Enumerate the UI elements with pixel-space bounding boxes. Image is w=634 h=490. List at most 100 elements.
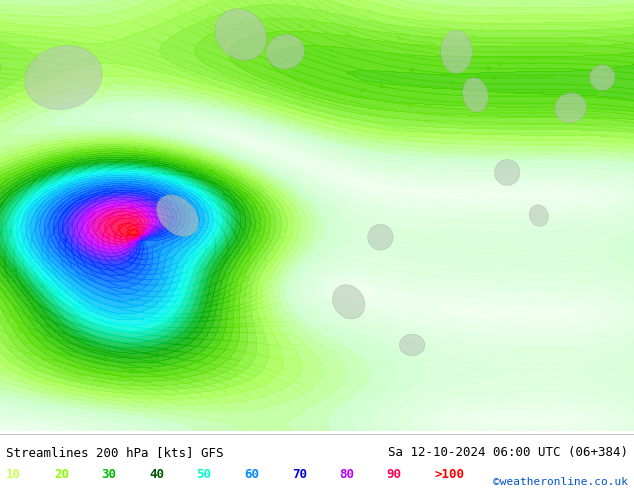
FancyArrowPatch shape: [347, 121, 352, 124]
FancyArrowPatch shape: [41, 145, 44, 149]
FancyArrowPatch shape: [359, 188, 365, 192]
FancyArrowPatch shape: [274, 277, 277, 281]
Text: 50: 50: [197, 468, 212, 481]
FancyArrowPatch shape: [103, 399, 108, 403]
FancyArrowPatch shape: [157, 353, 162, 357]
Text: Streamlines 200 hPa [kts] GFS: Streamlines 200 hPa [kts] GFS: [6, 446, 224, 459]
FancyArrowPatch shape: [489, 22, 495, 26]
FancyArrowPatch shape: [529, 126, 534, 130]
FancyArrowPatch shape: [162, 277, 167, 281]
FancyArrowPatch shape: [595, 0, 600, 4]
FancyArrowPatch shape: [20, 328, 23, 331]
FancyArrowPatch shape: [451, 81, 456, 85]
FancyArrowPatch shape: [395, 355, 400, 358]
FancyArrowPatch shape: [168, 257, 172, 261]
Text: 20: 20: [54, 468, 69, 481]
FancyArrowPatch shape: [452, 183, 457, 187]
FancyArrowPatch shape: [119, 374, 125, 378]
FancyArrowPatch shape: [32, 411, 37, 414]
FancyArrowPatch shape: [565, 228, 570, 232]
FancyArrowPatch shape: [538, 383, 542, 387]
FancyArrowPatch shape: [529, 111, 534, 115]
FancyArrowPatch shape: [306, 284, 309, 289]
FancyArrowPatch shape: [368, 371, 372, 375]
FancyArrowPatch shape: [63, 239, 68, 243]
FancyArrowPatch shape: [20, 124, 23, 128]
FancyArrowPatch shape: [278, 235, 282, 240]
Text: 40: 40: [149, 468, 164, 481]
FancyArrowPatch shape: [207, 13, 212, 17]
FancyArrowPatch shape: [249, 246, 252, 250]
FancyArrowPatch shape: [449, 348, 455, 352]
FancyArrowPatch shape: [426, 358, 432, 362]
FancyArrowPatch shape: [245, 392, 250, 396]
FancyArrowPatch shape: [504, 16, 509, 20]
FancyArrowPatch shape: [437, 351, 443, 355]
FancyArrowPatch shape: [512, 363, 517, 366]
FancyArrowPatch shape: [209, 397, 213, 401]
FancyArrowPatch shape: [207, 170, 212, 173]
FancyArrowPatch shape: [8, 149, 12, 153]
FancyArrowPatch shape: [170, 108, 174, 112]
FancyArrowPatch shape: [474, 301, 479, 305]
FancyArrowPatch shape: [349, 355, 353, 359]
FancyArrowPatch shape: [469, 198, 474, 202]
FancyArrowPatch shape: [54, 405, 60, 409]
FancyArrowPatch shape: [300, 382, 304, 386]
FancyArrowPatch shape: [524, 418, 529, 422]
FancyArrowPatch shape: [324, 291, 328, 295]
FancyArrowPatch shape: [46, 37, 51, 41]
FancyArrowPatch shape: [10, 229, 13, 233]
FancyArrowPatch shape: [439, 37, 444, 41]
FancyArrowPatch shape: [100, 384, 105, 387]
FancyArrowPatch shape: [368, 294, 372, 299]
FancyArrowPatch shape: [549, 200, 554, 204]
Ellipse shape: [529, 205, 548, 226]
FancyArrowPatch shape: [481, 28, 486, 32]
FancyArrowPatch shape: [356, 383, 360, 387]
FancyArrowPatch shape: [520, 7, 525, 11]
Text: >100: >100: [434, 468, 464, 481]
FancyArrowPatch shape: [40, 284, 44, 288]
FancyArrowPatch shape: [271, 160, 275, 164]
FancyArrowPatch shape: [493, 177, 498, 181]
FancyArrowPatch shape: [424, 237, 429, 241]
FancyArrowPatch shape: [550, 404, 555, 408]
FancyArrowPatch shape: [484, 309, 489, 313]
Ellipse shape: [332, 285, 365, 319]
FancyArrowPatch shape: [504, 319, 509, 322]
FancyArrowPatch shape: [162, 111, 165, 116]
Text: 70: 70: [292, 468, 307, 481]
FancyArrowPatch shape: [540, 296, 545, 300]
FancyArrowPatch shape: [540, 191, 545, 195]
FancyArrowPatch shape: [19, 147, 23, 152]
FancyArrowPatch shape: [604, 315, 607, 319]
FancyArrowPatch shape: [435, 305, 439, 310]
FancyArrowPatch shape: [82, 2, 87, 6]
FancyArrowPatch shape: [363, 129, 368, 133]
FancyArrowPatch shape: [346, 297, 351, 301]
Ellipse shape: [368, 224, 393, 250]
FancyArrowPatch shape: [369, 274, 374, 278]
FancyArrowPatch shape: [72, 396, 77, 399]
FancyArrowPatch shape: [512, 187, 517, 191]
FancyArrowPatch shape: [302, 121, 307, 124]
FancyArrowPatch shape: [529, 56, 534, 60]
FancyArrowPatch shape: [287, 383, 291, 386]
FancyArrowPatch shape: [46, 21, 51, 24]
FancyArrowPatch shape: [245, 275, 250, 280]
Ellipse shape: [266, 34, 304, 69]
FancyArrowPatch shape: [32, 126, 36, 131]
Ellipse shape: [495, 160, 520, 185]
FancyArrowPatch shape: [223, 389, 227, 392]
FancyArrowPatch shape: [154, 158, 159, 162]
FancyArrowPatch shape: [587, 314, 591, 318]
FancyArrowPatch shape: [151, 360, 156, 364]
Text: 30: 30: [101, 468, 117, 481]
FancyArrowPatch shape: [539, 162, 544, 166]
FancyArrowPatch shape: [272, 17, 276, 20]
Ellipse shape: [441, 30, 472, 74]
FancyArrowPatch shape: [511, 152, 516, 156]
FancyArrowPatch shape: [240, 19, 245, 23]
FancyArrowPatch shape: [330, 336, 336, 340]
